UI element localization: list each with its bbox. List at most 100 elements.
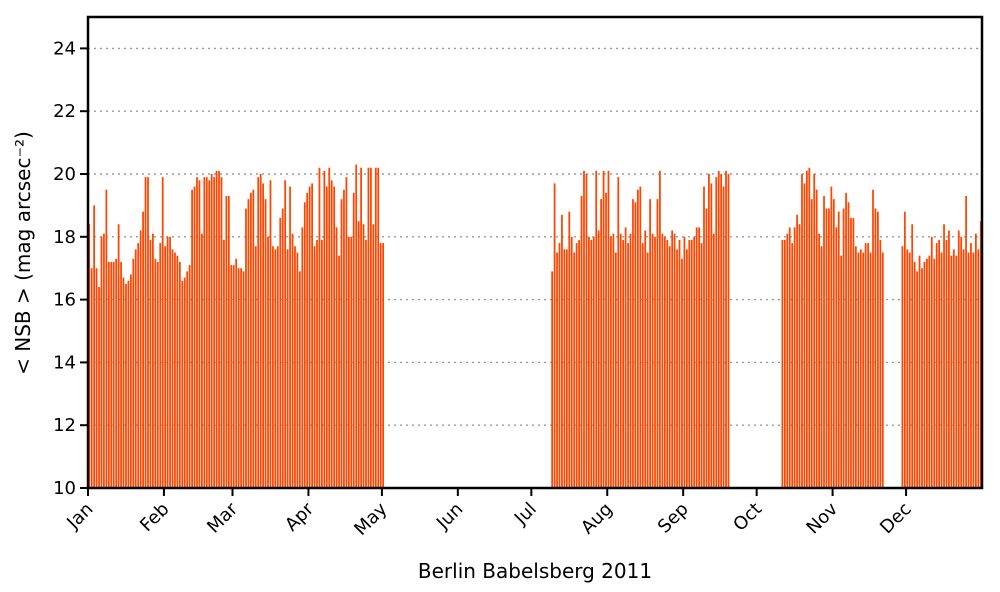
- bar: [708, 174, 710, 488]
- bar: [308, 186, 311, 488]
- bar: [183, 277, 186, 488]
- bar: [240, 268, 242, 488]
- bar: [558, 243, 561, 488]
- bar: [352, 192, 355, 488]
- bar: [122, 277, 125, 488]
- bar: [700, 243, 703, 488]
- bar: [107, 261, 110, 488]
- bar: [223, 239, 225, 488]
- bar: [294, 246, 296, 488]
- bar: [578, 239, 580, 488]
- bar: [201, 233, 203, 488]
- bar: [553, 183, 556, 489]
- y-tick-label: 12: [53, 415, 76, 436]
- bar: [970, 243, 972, 488]
- bar: [188, 265, 191, 488]
- bar: [262, 183, 265, 489]
- bar: [328, 167, 331, 488]
- bar: [641, 243, 644, 488]
- bar: [881, 252, 884, 488]
- y-tick-label: 22: [53, 101, 76, 122]
- bar: [154, 258, 157, 488]
- bar: [698, 227, 700, 488]
- bar: [291, 233, 294, 488]
- bar: [928, 255, 931, 488]
- bar: [612, 233, 615, 488]
- bar: [355, 164, 358, 488]
- bar: [583, 170, 585, 489]
- bar: [710, 183, 713, 489]
- bar: [796, 214, 798, 488]
- bar: [112, 261, 115, 488]
- bar: [313, 246, 316, 488]
- x-tick-label: Jan: [62, 499, 97, 534]
- bar: [590, 239, 593, 488]
- bar: [103, 233, 105, 488]
- bar: [343, 189, 345, 488]
- bar: [357, 221, 360, 488]
- bar: [930, 236, 933, 488]
- bar: [272, 246, 274, 488]
- bar: [906, 249, 909, 488]
- bar: [316, 239, 318, 488]
- x-tick-label: Jul: [510, 499, 541, 530]
- bar: [813, 174, 816, 488]
- bar: [367, 167, 370, 488]
- bar: [232, 265, 235, 488]
- bar: [235, 258, 238, 488]
- bar: [952, 249, 955, 488]
- bar: [237, 268, 240, 488]
- bar: [712, 233, 715, 488]
- bar: [659, 170, 661, 489]
- bar: [125, 283, 127, 488]
- bar: [725, 170, 727, 489]
- bar: [847, 202, 850, 488]
- bar: [215, 170, 218, 489]
- bar: [663, 236, 666, 488]
- bar: [690, 239, 693, 488]
- bar: [98, 287, 100, 488]
- bar: [132, 258, 135, 488]
- x-axis: Jan Feb Mar Apr May Jun Jul Aug Sep Oct Nov Dec: [62, 488, 916, 540]
- bar: [325, 186, 328, 488]
- bar: [551, 271, 554, 488]
- x-tick-label: Sep: [654, 499, 693, 538]
- bar: [832, 199, 835, 488]
- bar: [722, 186, 725, 488]
- bar: [152, 233, 154, 488]
- x-tick-label: Jun: [432, 499, 467, 534]
- bar: [382, 243, 385, 488]
- bar: [379, 243, 382, 488]
- bar: [600, 199, 603, 488]
- bar: [218, 170, 220, 489]
- bar: [289, 186, 291, 488]
- bar: [685, 249, 688, 488]
- plot-frame: [86, 15, 984, 490]
- bar: [134, 249, 137, 488]
- x-tick-label: Nov: [802, 498, 842, 538]
- bar: [693, 236, 696, 488]
- x-tick-label: Apr: [281, 498, 318, 535]
- x-tick-label: Mar: [203, 498, 242, 537]
- bar: [259, 174, 262, 488]
- bar: [264, 199, 267, 488]
- bar: [830, 186, 833, 488]
- bar: [303, 202, 306, 488]
- bar: [159, 243, 162, 488]
- bar: [705, 208, 708, 489]
- bar: [191, 189, 193, 488]
- bar: [568, 211, 571, 488]
- bar: [338, 255, 340, 488]
- bar: [619, 233, 622, 488]
- bar: [923, 261, 926, 488]
- bar: [624, 227, 627, 488]
- bar: [139, 230, 142, 488]
- bar: [565, 249, 568, 488]
- bar: [671, 230, 674, 488]
- bar: [93, 205, 96, 488]
- bar: [254, 246, 257, 488]
- bar: [227, 195, 230, 489]
- bar: [117, 224, 120, 489]
- bar: [147, 177, 149, 488]
- bar: [580, 195, 583, 489]
